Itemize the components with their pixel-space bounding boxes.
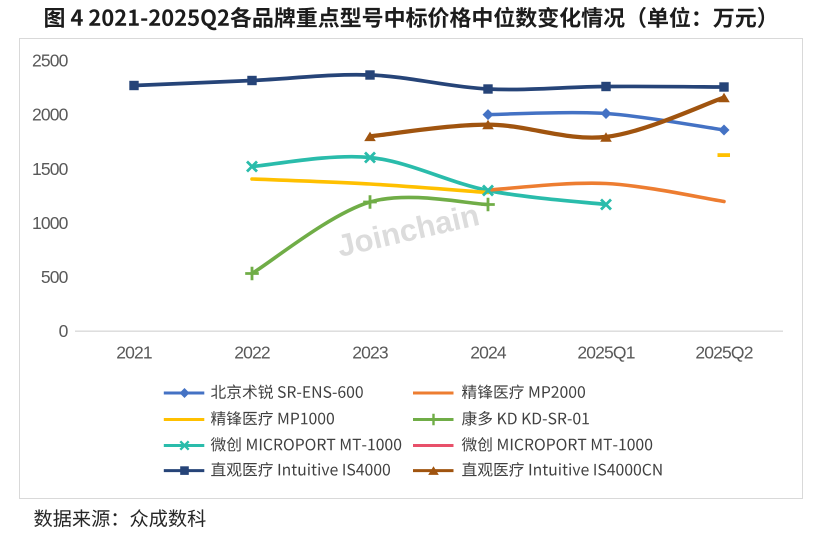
svg-text:500: 500 bbox=[41, 267, 69, 287]
svg-text:1000: 1000 bbox=[32, 213, 69, 233]
svg-text:2025Q1: 2025Q1 bbox=[577, 343, 634, 363]
svg-text:2021: 2021 bbox=[116, 343, 152, 363]
svg-text:1500: 1500 bbox=[32, 159, 69, 179]
svg-text:2023: 2023 bbox=[352, 343, 388, 363]
svg-text:2024: 2024 bbox=[470, 343, 507, 363]
svg-text:2000: 2000 bbox=[32, 105, 69, 125]
svg-text:0: 0 bbox=[59, 321, 69, 341]
svg-text:2500: 2500 bbox=[32, 51, 69, 71]
svg-text:2022: 2022 bbox=[234, 343, 270, 363]
svg-text:2025Q2: 2025Q2 bbox=[695, 343, 752, 363]
